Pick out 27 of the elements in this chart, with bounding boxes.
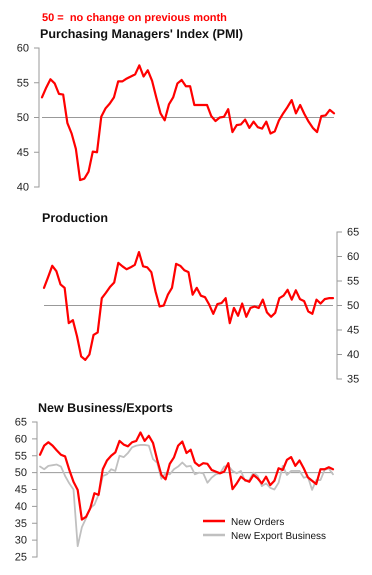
y-tick-label: 50 (14, 467, 27, 480)
chart-title: New Business/Exports (38, 401, 173, 415)
y-tick-label: 55 (16, 77, 29, 90)
y-tick-label: 65 (347, 226, 360, 239)
y-tick-label: 65 (14, 416, 27, 429)
y-tick-label: 50 (347, 300, 360, 312)
y-tick-label: 40 (16, 182, 29, 194)
legend-label: New Orders (231, 517, 284, 528)
y-tick-label: 40 (14, 500, 27, 513)
y-tick-label: 45 (16, 146, 29, 159)
text: 50 = no change on previous month (42, 12, 228, 24)
chart-title: Production (42, 211, 108, 225)
y-tick-label: 25 (14, 552, 27, 564)
y-tick-label: 45 (14, 484, 27, 496)
chart-title: Purchasing Managers' Index (PMI) (40, 27, 244, 41)
y-tick-label: 55 (14, 450, 27, 462)
y-tick-label: 60 (14, 433, 27, 446)
y-tick-label: 35 (347, 374, 360, 386)
y-tick-label: 40 (347, 349, 360, 362)
y-tick-label: 50 (16, 112, 29, 124)
y-tick-label: 60 (16, 42, 29, 55)
legend-label: New Export Business (231, 531, 326, 542)
y-tick-label: 60 (347, 251, 360, 264)
y-tick-label: 55 (347, 276, 360, 288)
y-tick-label: 30 (14, 534, 27, 547)
y-tick-label: 35 (14, 518, 27, 530)
y-tick-label: 45 (347, 324, 360, 337)
